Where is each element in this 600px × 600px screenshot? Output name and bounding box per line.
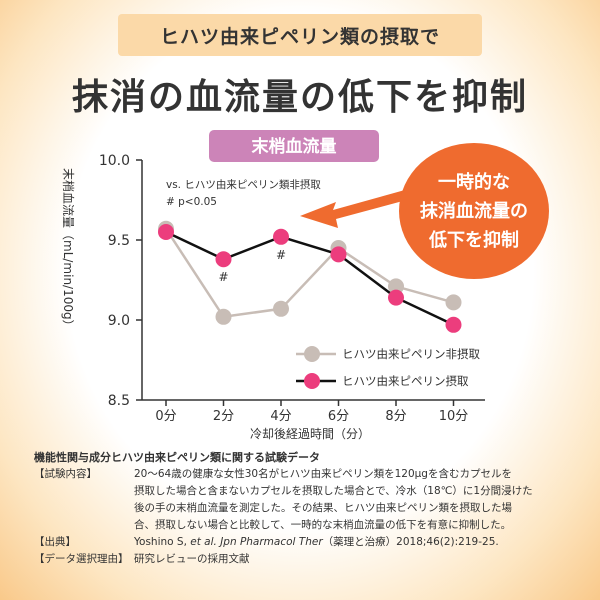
x-tick-label: 0分 bbox=[155, 409, 176, 424]
callout-bubble: 一時的な 抹消血流量の 低下を抑制 bbox=[399, 143, 549, 279]
data-point-treatment bbox=[388, 289, 404, 306]
y-tick-label: 9.0 bbox=[108, 313, 130, 329]
notes-reason-row: 【データ選択理由】 研究レビューの採用文献 bbox=[34, 551, 582, 568]
callout-line-1: 一時的な bbox=[438, 171, 510, 193]
notes-content-key: 【試験内容】 bbox=[34, 468, 97, 480]
legend-label-treatment: ヒハツ由来ピペリン摂取 bbox=[342, 374, 469, 388]
callout-arrow bbox=[300, 188, 414, 228]
notes-content-line: 20～64歳の健康な女性30名がヒハツ由来ピペリン類を120μgを含むカプセルを bbox=[134, 468, 512, 480]
annotation-p: # p<0.05 bbox=[166, 196, 217, 208]
legend-marker-treatment bbox=[304, 373, 320, 389]
headline: 抹消の血流量の低下を抑制 bbox=[71, 77, 528, 118]
chart-title: 末梢血流量 bbox=[252, 136, 337, 157]
data-point-treatment bbox=[158, 224, 174, 240]
notes-reason-key: 【データ選択理由】 bbox=[34, 553, 129, 565]
notes-source-key: 【出典】 bbox=[34, 536, 76, 548]
notes-content-line: 合、摂取しない場合と比較して、一時的な末梢血流量の低下を有意に抑制した。 bbox=[134, 519, 512, 531]
significance-marker: # bbox=[276, 248, 286, 262]
data-point-control bbox=[445, 294, 462, 311]
legend-label-control: ヒハツ由来ピペリン非摂取 bbox=[342, 347, 480, 361]
notes-content-line: 摂取した場合と含まないカプセルを摂取した場合とで、冷水（18℃）に1分間浸けた bbox=[134, 485, 533, 497]
notes-content-line: 後の手の末梢血流量を測定した。その結果、ヒハツ由来ピペリン類を摂取した場 bbox=[134, 502, 512, 514]
significance-marker: # bbox=[218, 270, 228, 284]
x-tick-label: 8分 bbox=[385, 409, 406, 424]
notes-source-rest: （薬理と治療）2018;46(2):219-25. bbox=[322, 536, 499, 548]
notes-source-author: Yoshino S, bbox=[134, 536, 191, 548]
notes-title: 機能性関与成分ヒハツ由来ピペリン類に関する試験データ bbox=[34, 451, 320, 464]
series-line-treatment bbox=[165, 230, 455, 326]
data-point-treatment bbox=[215, 251, 232, 268]
x-tick-label: 4分 bbox=[270, 409, 291, 424]
chart-title-tab bbox=[209, 130, 379, 162]
series-line-control bbox=[164, 228, 454, 319]
data-point-control bbox=[215, 308, 232, 325]
y-tick-label: 9.5 bbox=[108, 233, 130, 249]
data-point-treatment bbox=[445, 316, 462, 333]
top-banner: ヒハツ由来ピペリン類の摂取で bbox=[118, 14, 482, 56]
study-notes: 機能性関与成分ヒハツ由来ピペリン類に関する試験データ 【試験内容】 20～64歳… bbox=[34, 449, 582, 568]
data-point-control bbox=[273, 300, 289, 317]
notes-content-row: 【試験内容】 20～64歳の健康な女性30名がヒハツ由来ピペリン類を120μgを… bbox=[34, 466, 582, 534]
x-tick-label: 6分 bbox=[328, 409, 349, 424]
x-tick-label: 10分 bbox=[439, 409, 469, 424]
callout-line-2: 抹消血流量の bbox=[420, 200, 528, 222]
notes-source-row: 【出典】 Yoshino S, et al. Jpn Pharmacol The… bbox=[34, 534, 582, 551]
x-axis-label: 冷却後経過時間（分） bbox=[250, 427, 370, 441]
legend-marker-control bbox=[304, 346, 320, 362]
callout-line-3: 低下を抑制 bbox=[429, 229, 519, 251]
y-axis-label: 末梢血流量（mL/min/100g） bbox=[61, 168, 76, 332]
y-tick-label: 10.0 bbox=[99, 153, 130, 169]
y-tick-label: 8.5 bbox=[108, 393, 130, 409]
chart: 末梢血流量 末梢血流量（mL/min/100g） 10.0 9.5 9.0 8.5 0… bbox=[61, 130, 485, 441]
notes-source-journal: et al. Jpn Pharmacol Ther bbox=[190, 536, 323, 548]
data-point-control bbox=[388, 278, 404, 295]
data-point-treatment bbox=[273, 228, 289, 245]
notes-reason-value: 研究レビューの採用文献 bbox=[134, 553, 250, 565]
data-point-treatment bbox=[330, 246, 347, 263]
annotation-vs: vs. ヒハツ由来ピペリン類非摂取 bbox=[166, 178, 321, 191]
x-tick-label: 2分 bbox=[213, 409, 234, 424]
